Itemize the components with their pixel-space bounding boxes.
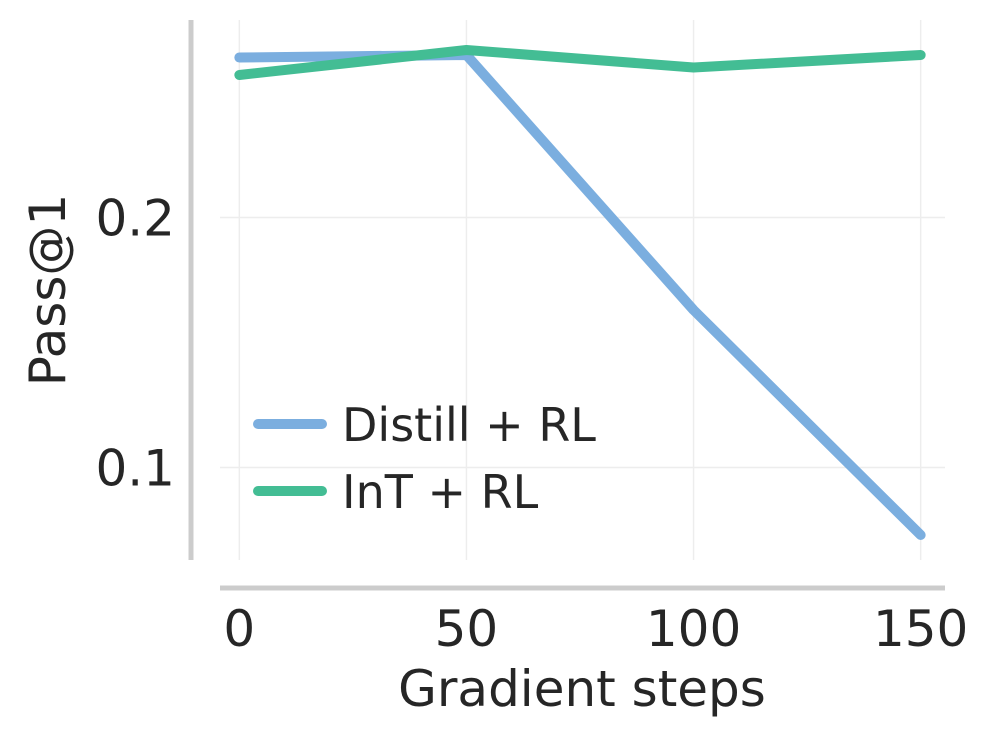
legend-label-int: InT + RL [342,465,539,519]
legend: Distill + RL InT + RL [253,398,596,519]
series-lines [234,45,926,540]
y-tick-label: 0.1 [95,440,175,498]
series-line-distill [234,50,926,540]
series-line-int [234,45,926,80]
x-tick-label: 50 [435,600,499,658]
x-axis-title: Gradient steps [398,660,766,718]
legend-label-distill: Distill + RL [342,398,596,452]
x-tick-label: 150 [873,600,968,658]
x-tick-label: 0 [223,600,255,658]
x-tick-labels: 0 50 100 150 [223,600,968,658]
y-tick-label: 0.2 [95,190,175,248]
y-axis-title: Pass@1 [19,194,77,386]
x-tick-label: 100 [646,600,741,658]
gridlines [220,20,945,560]
y-tick-labels: 0.1 0.2 [95,190,175,498]
